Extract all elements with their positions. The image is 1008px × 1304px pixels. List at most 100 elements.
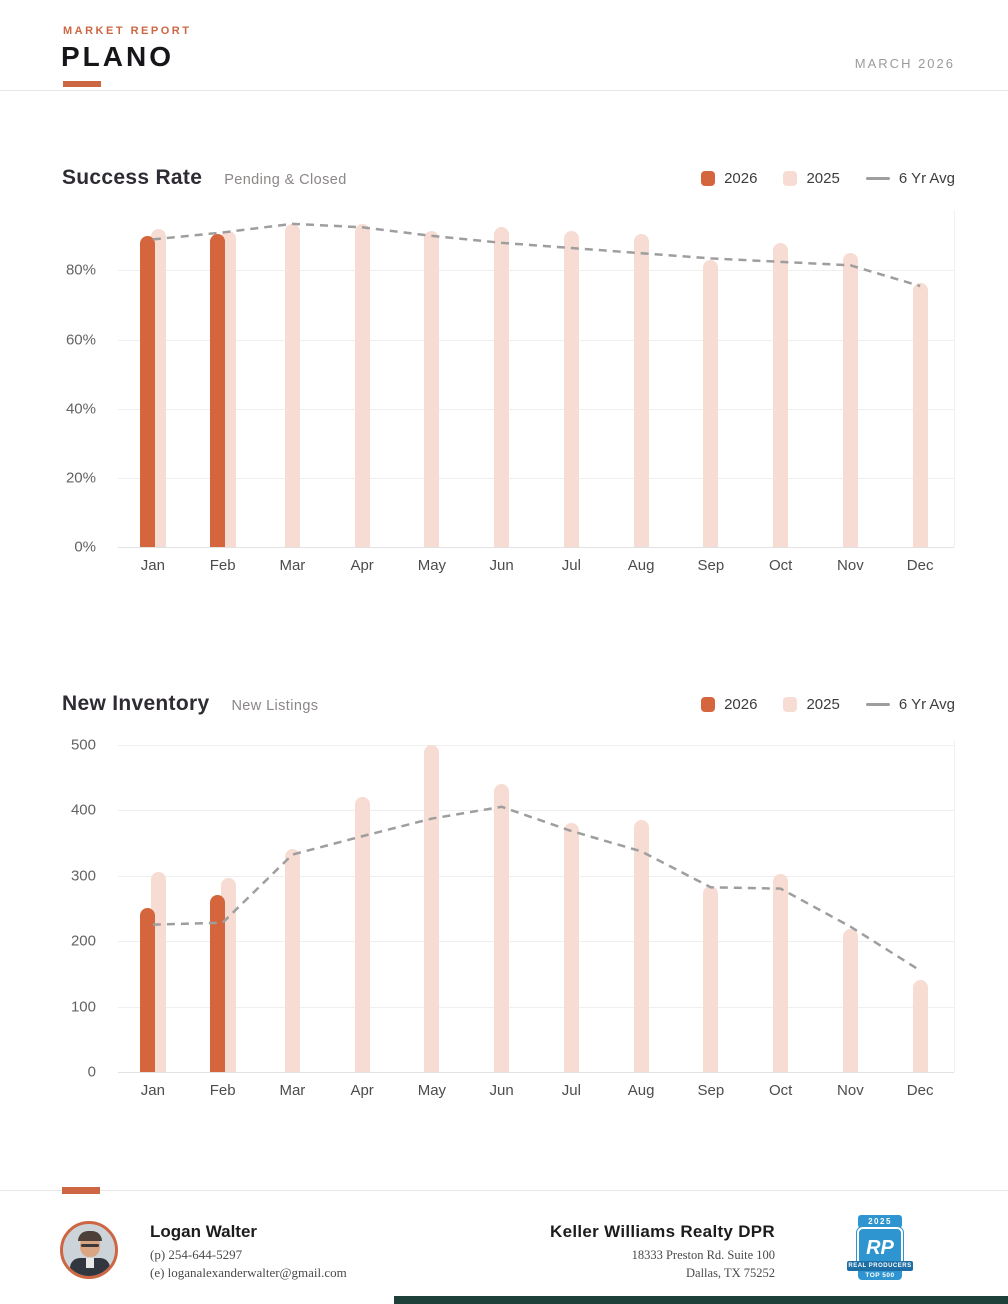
success-rate-title-row: Success Rate Pending & Closed 2026 2025 … [62, 163, 955, 193]
new-inventory-y-axis: 0 100 200 300 400 500 [62, 736, 106, 1080]
x-axis-label: Sep [697, 557, 725, 574]
avatar-shirt [86, 1258, 94, 1268]
report-date: MARCH 2026 [854, 56, 955, 71]
badge-initials: RP [866, 1236, 894, 1259]
legend-dash-icon [865, 702, 890, 706]
x-axis-label: May [417, 1082, 447, 1099]
x-axis-label: Nov [837, 1082, 864, 1099]
bar-2025-sep [703, 886, 719, 1072]
new-inventory-x-axis: Jan Feb Mar Apr May Jun Jul Aug Sep Oct Nov Dec [118, 1080, 955, 1102]
gridline [118, 477, 954, 479]
x-axis-label: Dec [906, 1082, 934, 1099]
bar-2025-aug [633, 234, 649, 547]
y-axis-label: 100 [70, 998, 96, 1016]
x-axis-label: May [417, 557, 447, 574]
x-axis-label: Mar [279, 1082, 306, 1099]
y-axis-label: 20% [65, 469, 96, 487]
x-axis-label: Mar [279, 557, 306, 574]
bar-2025-apr [354, 223, 370, 547]
legend-label-2025: 2025 [806, 169, 840, 187]
bar-2025-oct [773, 873, 789, 1072]
bar-2025-oct [773, 242, 789, 547]
y-axis-label: 40% [65, 400, 96, 418]
x-axis-label: Oct [768, 1082, 793, 1099]
x-axis-label: Jan [140, 557, 165, 574]
x-axis-label: Nov [837, 557, 864, 574]
y-axis-label: 80% [65, 261, 96, 279]
six-year-avg-line [152, 805, 921, 972]
y-axis-label: 300 [70, 867, 96, 885]
gridline [118, 875, 954, 877]
new-inventory-plot-area [118, 740, 955, 1073]
new-inventory-legend: 2026 2025 6 Yr Avg [701, 696, 955, 713]
badge-ribbon: REAL PRODUCERS [847, 1261, 913, 1271]
gridline [118, 810, 954, 812]
x-axis-label: Jun [489, 557, 514, 574]
legend-dash-icon [865, 176, 890, 180]
office-address-line1: 18333 Preston Rd. Suite 100 [631, 1248, 775, 1262]
title-accent-bar [63, 81, 101, 87]
footer-divider [0, 1190, 1008, 1191]
chart-subtitle-success-rate: Pending & Closed [224, 172, 347, 188]
badge-top500: TOP 500 [858, 1271, 902, 1280]
agent-phone: (p) 254-644-5297 [150, 1247, 243, 1262]
bar-2025-jun [494, 227, 510, 547]
legend-swatch-2026-icon [701, 696, 716, 712]
bar-2025-jun [494, 783, 510, 1072]
report-label: MARKET REPORT [63, 25, 192, 37]
gridline [118, 941, 954, 943]
gridline [118, 408, 954, 410]
bar-2025-may [424, 744, 440, 1072]
x-axis-label: Aug [627, 557, 655, 574]
real-producers-badge: 2025 RP REAL PRODUCERS TOP 500 [846, 1215, 914, 1280]
bar-2025-jul [563, 230, 579, 547]
success-rate-chart: 0% 20% 40% 60% 80% Jan Feb Mar Apr May Jun Jul Aug S… [62, 210, 955, 600]
x-axis-label: Oct [768, 557, 793, 574]
legend-label-avg: 6 Yr Avg [898, 169, 955, 187]
legend-swatch-2025-icon [783, 696, 798, 712]
y-axis-label: 200 [70, 932, 96, 950]
bar-2026-feb [209, 234, 225, 547]
new-inventory-title-group: New Inventory New Listings [62, 692, 318, 716]
avatar-hair [78, 1231, 102, 1241]
gridline [118, 547, 954, 548]
legend-label-2026: 2026 [724, 169, 758, 187]
x-axis-label: Jul [561, 557, 581, 574]
bar-2025-may [424, 230, 440, 547]
success-rate-legend: 2026 2025 6 Yr Avg [701, 170, 955, 187]
legend-item-2026: 2026 [701, 696, 757, 713]
x-axis-label: Sep [697, 1082, 725, 1099]
agent-name: Logan Walter [150, 1222, 258, 1241]
office-info: Keller Williams Realty DPR 18333 Preston… [550, 1222, 775, 1282]
new-inventory-chart: 0 100 200 300 400 500 Jan Feb Mar Apr May Jun Jul Au… [62, 736, 955, 1125]
x-axis-label: Jan [140, 1082, 165, 1099]
y-axis-label: 400 [70, 801, 96, 819]
legend-item-avg: 6 Yr Avg [865, 169, 955, 187]
bar-2025-mar [284, 223, 300, 547]
avatar-glasses [81, 1244, 99, 1247]
success-rate-title-group: Success Rate Pending & Closed [62, 166, 347, 190]
bar-2025-dec [912, 282, 928, 547]
page-title: PLANO [61, 41, 174, 72]
office-name: Keller Williams Realty DPR [550, 1222, 775, 1241]
legend-item-2025: 2025 [783, 696, 840, 713]
office-address-line2: Dallas, TX 75252 [686, 1266, 775, 1280]
new-inventory-title-row: New Inventory New Listings 2026 2025 6 Y… [62, 689, 955, 719]
bar-2025-nov [842, 253, 858, 547]
bar-2025-sep [703, 260, 719, 547]
gridline [118, 270, 954, 272]
agent-email: (e) loganalexanderwalter@gmail.com [150, 1265, 347, 1280]
x-axis-label: Jul [561, 1082, 581, 1099]
bar-2025-apr [354, 796, 370, 1072]
bar-2025-jul [563, 823, 579, 1072]
x-axis-label: Aug [627, 1082, 655, 1099]
x-axis-label: Feb [209, 557, 236, 574]
x-axis-label: Apr [350, 557, 374, 574]
bottom-color-strip [394, 1296, 1008, 1304]
gridline [118, 339, 954, 341]
bar-2025-mar [284, 849, 300, 1072]
legend-item-avg: 6 Yr Avg [865, 696, 955, 713]
header-divider [0, 90, 1008, 91]
legend-item-2025: 2025 [783, 169, 840, 187]
